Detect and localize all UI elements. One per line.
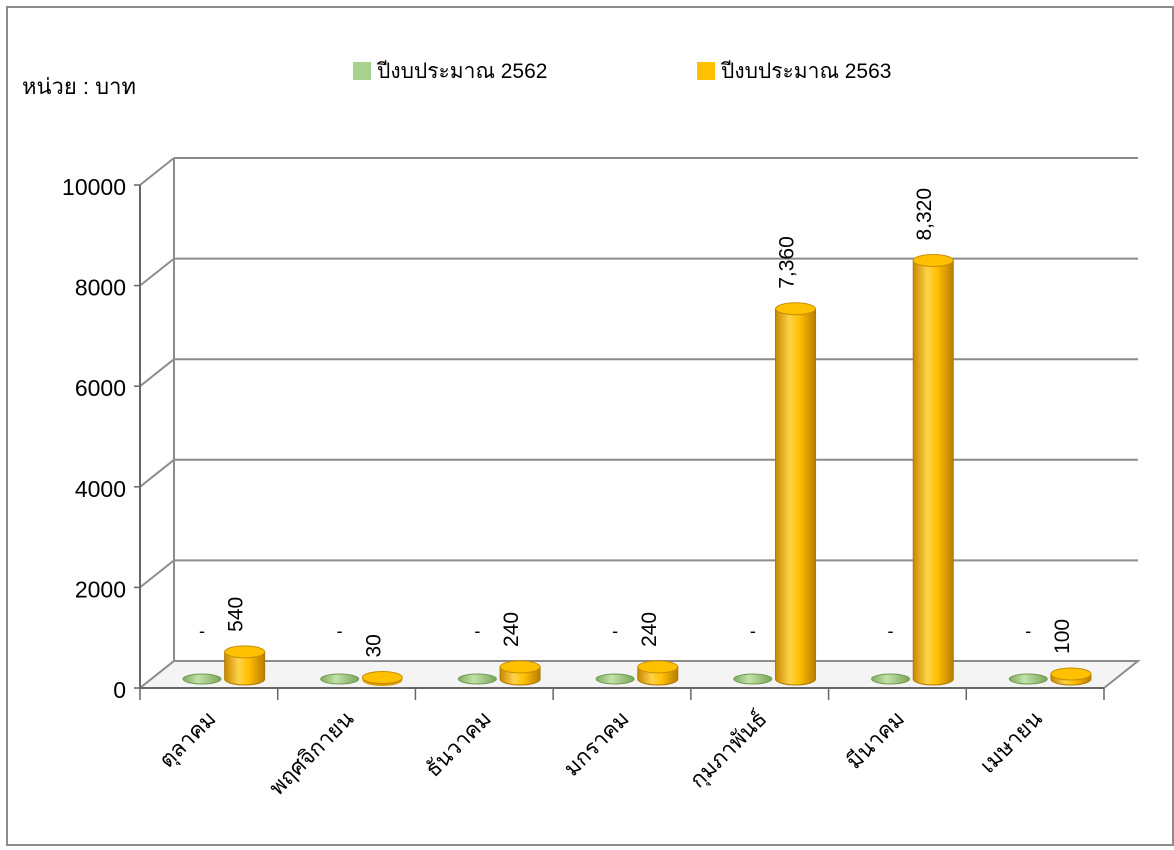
legend-swatch <box>353 62 371 80</box>
data-label-2562: - <box>612 621 618 641</box>
data-label-2563: 540 <box>225 597 248 632</box>
y-tick-label: 0 <box>113 677 126 703</box>
bar-2563-top <box>1050 667 1092 681</box>
bar-2563-top <box>499 660 541 674</box>
x-category-label: เมษายน <box>975 706 1047 778</box>
bar-2563 <box>637 660 679 686</box>
x-category-label: มีนาคม <box>841 706 909 774</box>
bar-2563 <box>499 660 541 686</box>
bar-2563 <box>1050 667 1092 686</box>
data-label-2563: 100 <box>1051 619 1074 654</box>
bar-2563-top <box>912 254 954 268</box>
x-category-label: ธันวาคม <box>420 706 496 782</box>
gridline-diagonal <box>139 157 175 186</box>
data-label-2563: 30 <box>362 634 385 657</box>
bar-2563-top <box>224 645 266 659</box>
legend-swatch <box>697 62 715 80</box>
bar-2563 <box>361 670 403 686</box>
chart-frame <box>6 6 1174 846</box>
legend-label: ปีงบประมาณ 2563 <box>720 60 891 83</box>
y-tick-label: 4000 <box>75 476 126 502</box>
bars-layer <box>182 254 1092 686</box>
data-label-2562: - <box>474 621 480 641</box>
x-category-label: พฤศจิกายน <box>264 706 358 800</box>
y-tick-label: 8000 <box>75 275 126 301</box>
bar-2563-body <box>775 308 817 686</box>
axes-layer <box>134 184 1141 700</box>
bar-2563-top <box>361 670 403 684</box>
data-label-2562: - <box>888 621 894 641</box>
x-category-label: มกราคม <box>559 706 634 781</box>
data-label-2563: 240 <box>638 612 661 647</box>
gridline-diagonal <box>139 358 175 387</box>
bar-2562 <box>457 673 497 685</box>
gridline-diagonal <box>139 459 175 488</box>
y-tick-label: 10000 <box>62 174 126 200</box>
data-label-2562: - <box>199 621 205 641</box>
bar-2562 <box>871 673 911 685</box>
x-category-label: ตุลาคม <box>154 706 221 773</box>
bar-2562 <box>733 673 773 685</box>
data-label-2563: 240 <box>500 612 523 647</box>
bar-2563 <box>775 302 817 686</box>
bar-2563-body <box>912 260 954 686</box>
data-label-2563: 8,320 <box>913 188 936 241</box>
bar-2562 <box>1008 673 1048 685</box>
gridline-diagonal <box>139 559 175 589</box>
data-label-2563: 7,360 <box>776 236 799 289</box>
grid-layer <box>139 157 1138 689</box>
bar-2563-top <box>637 660 679 674</box>
x-category-label: กุมภาพันธ์ <box>685 706 772 793</box>
bar-2562 <box>182 673 222 685</box>
unit-label: หน่วย : บาท <box>22 74 136 99</box>
bar-2562 <box>595 673 635 685</box>
y-tick-label: 6000 <box>75 375 126 401</box>
legend-label: ปีงบประมาณ 2562 <box>376 60 547 83</box>
data-label-2562: - <box>337 621 343 641</box>
gridline-diagonal <box>139 257 175 287</box>
bar-2563 <box>912 254 954 686</box>
bar-2563-body <box>224 651 266 686</box>
data-label-2562: - <box>1025 621 1031 641</box>
bar-2563-top <box>775 302 817 316</box>
data-label-2562: - <box>750 621 756 641</box>
bar-2563 <box>224 645 266 686</box>
y-tick-label: 2000 <box>75 576 126 602</box>
bar-2562 <box>320 673 360 685</box>
